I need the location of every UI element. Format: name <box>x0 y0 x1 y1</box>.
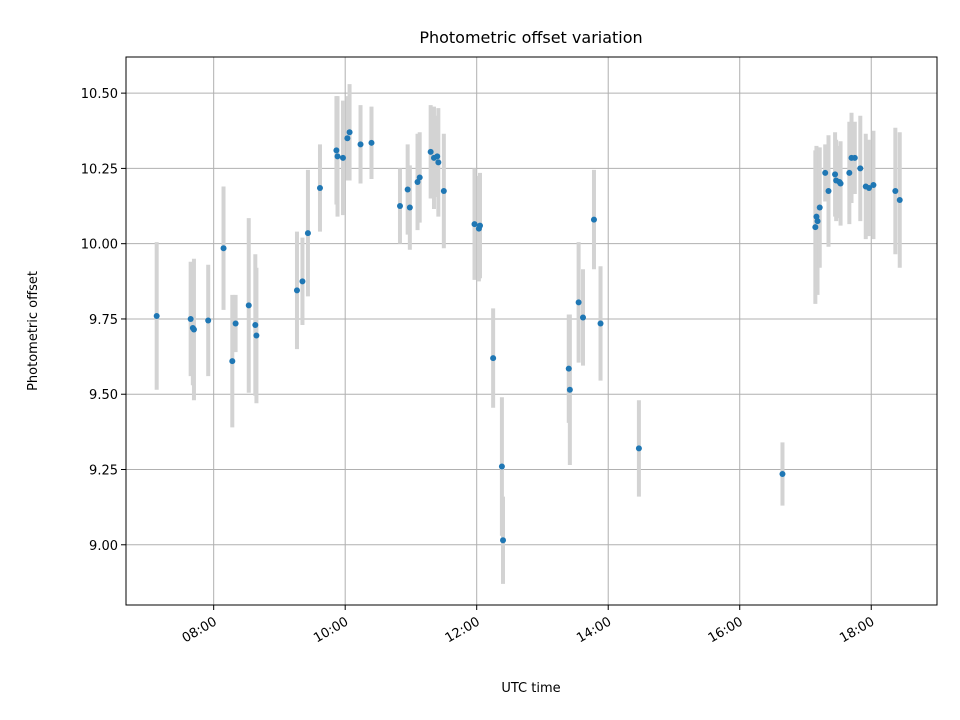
data-point <box>822 169 829 176</box>
data-points <box>153 129 903 544</box>
grid-lines <box>126 57 937 605</box>
data-point <box>500 537 507 544</box>
y-tick-label: 9.00 <box>89 539 118 554</box>
data-point <box>825 187 832 194</box>
plot-area-frame <box>125 56 938 606</box>
data-point <box>870 181 877 188</box>
data-point <box>190 326 197 333</box>
data-point <box>406 204 413 211</box>
data-point <box>396 203 403 210</box>
data-point <box>434 153 441 160</box>
data-point <box>252 321 259 328</box>
data-point <box>814 218 821 225</box>
y-axis-label: Photometric offset <box>26 271 41 391</box>
x-tick-label: 12:00 <box>443 614 483 646</box>
y-axis-ticks: 9.00 9.25 9.50 9.75 10.00 10.25 10.50 <box>81 87 126 554</box>
data-point <box>346 129 353 136</box>
data-point <box>498 463 505 470</box>
data-point <box>813 213 820 220</box>
data-point <box>816 204 823 211</box>
y-tick-label: 9.75 <box>89 313 118 328</box>
x-tick-label: 10:00 <box>311 614 351 646</box>
data-point <box>846 169 853 176</box>
x-axis-ticks: 08:00 10:00 12:00 14:00 16:00 18:00 <box>180 605 877 646</box>
error-bars <box>154 84 902 584</box>
data-point <box>597 320 604 327</box>
chart-title: Photometric offset variation <box>419 28 642 47</box>
data-point <box>779 471 786 478</box>
data-point <box>339 154 346 161</box>
data-point <box>590 216 597 223</box>
y-tick-label: 10.25 <box>81 162 118 177</box>
data-point <box>476 222 483 229</box>
data-point <box>896 197 903 204</box>
x-axis-label: UTC time <box>501 681 560 696</box>
data-point <box>857 165 864 172</box>
x-tick-label: 08:00 <box>180 614 220 646</box>
y-tick-label: 10.50 <box>81 87 118 102</box>
data-point <box>435 159 442 166</box>
y-tick-label: 10.00 <box>81 238 118 253</box>
data-point <box>414 178 421 185</box>
data-point <box>416 174 423 181</box>
data-point <box>812 224 819 231</box>
data-point <box>304 230 311 237</box>
data-point <box>187 315 194 322</box>
data-point <box>293 287 300 294</box>
x-tick-label: 16:00 <box>706 614 746 646</box>
data-point <box>334 153 341 160</box>
x-tick-label: 14:00 <box>574 614 614 646</box>
data-point <box>832 171 839 178</box>
data-point <box>471 221 478 228</box>
data-point <box>316 184 323 191</box>
data-point <box>440 187 447 194</box>
data-point <box>837 180 844 187</box>
data-point <box>205 317 212 324</box>
data-point <box>229 358 236 365</box>
data-point <box>357 141 364 148</box>
data-point <box>253 332 260 339</box>
data-point <box>404 186 411 193</box>
data-point <box>232 320 239 327</box>
x-tick-label: 18:00 <box>837 614 877 646</box>
y-tick-label: 9.50 <box>89 388 118 403</box>
data-point <box>580 314 587 321</box>
data-point <box>333 147 340 154</box>
data-point <box>851 154 858 161</box>
data-point <box>299 278 306 285</box>
data-point <box>153 312 160 319</box>
data-point <box>565 365 572 372</box>
data-point <box>866 184 873 191</box>
data-point <box>344 135 351 142</box>
data-point <box>892 187 899 194</box>
data-point <box>427 148 434 155</box>
data-point <box>490 355 497 362</box>
y-tick-label: 9.25 <box>89 464 118 479</box>
data-point <box>635 445 642 452</box>
data-point <box>566 386 573 393</box>
data-point <box>368 139 375 146</box>
data-point <box>575 299 582 306</box>
data-point <box>245 302 252 309</box>
data-point <box>220 245 227 252</box>
